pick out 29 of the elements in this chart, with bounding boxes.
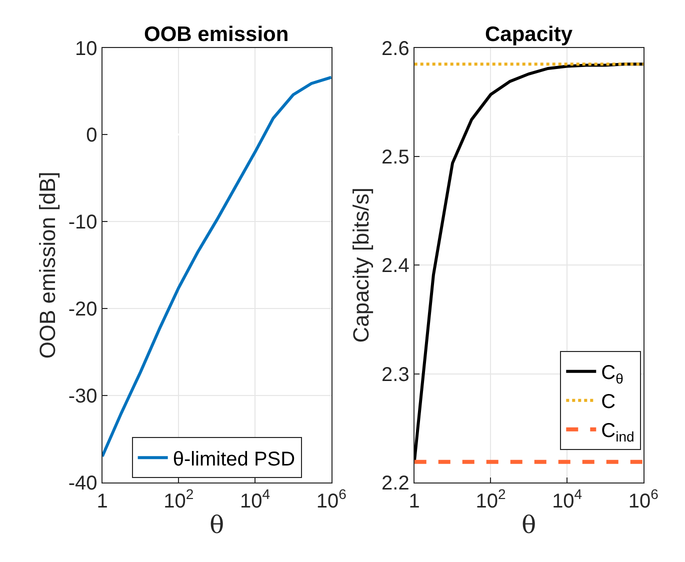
legend-label: θ-limited PSD <box>172 448 296 470</box>
x-tick-label: 10$^{6}$ <box>316 486 347 512</box>
chart-title: OOB emission <box>144 23 289 46</box>
legend-label: C$_{θ}$ <box>601 362 624 386</box>
y-tick-label: 2.5 <box>382 146 410 168</box>
y-axis-title: Capacity [bits/s] <box>348 188 374 343</box>
y-tick-label: 10 <box>75 38 98 60</box>
y-axis-title: OOB emission [dB] <box>35 172 60 359</box>
x-tick-label: 10$^{2}$ <box>164 486 194 512</box>
x-tick-label: 10$^{4}$ <box>552 486 582 512</box>
x-axis-title: θ <box>210 510 224 539</box>
y-tick-label: 2.2 <box>382 472 410 494</box>
y-tick-label: 2.4 <box>382 255 410 278</box>
legend-label: C$_{ind}$ <box>601 420 634 444</box>
x-tick-label: 10$^{2}$ <box>476 486 506 512</box>
x-tick-label: 1 <box>408 490 420 512</box>
x-tick-label: 1 <box>96 490 108 512</box>
y-tick-label: -10 <box>68 212 98 234</box>
y-tick-label: 2.3 <box>382 364 410 386</box>
y-tick-label: -20 <box>68 298 98 321</box>
chart-title: Capacity <box>485 23 573 46</box>
y-tick-label: 2.6 <box>382 38 410 60</box>
x-tick-label: 10$^{6}$ <box>628 486 659 512</box>
x-tick-label: 10$^{4}$ <box>240 486 270 512</box>
y-tick-label: -30 <box>68 386 98 408</box>
y-tick-label: 0 <box>86 124 98 147</box>
legend-label: C <box>601 391 616 414</box>
x-axis-title: θ <box>522 510 536 539</box>
y-tick-label: -40 <box>68 472 98 494</box>
